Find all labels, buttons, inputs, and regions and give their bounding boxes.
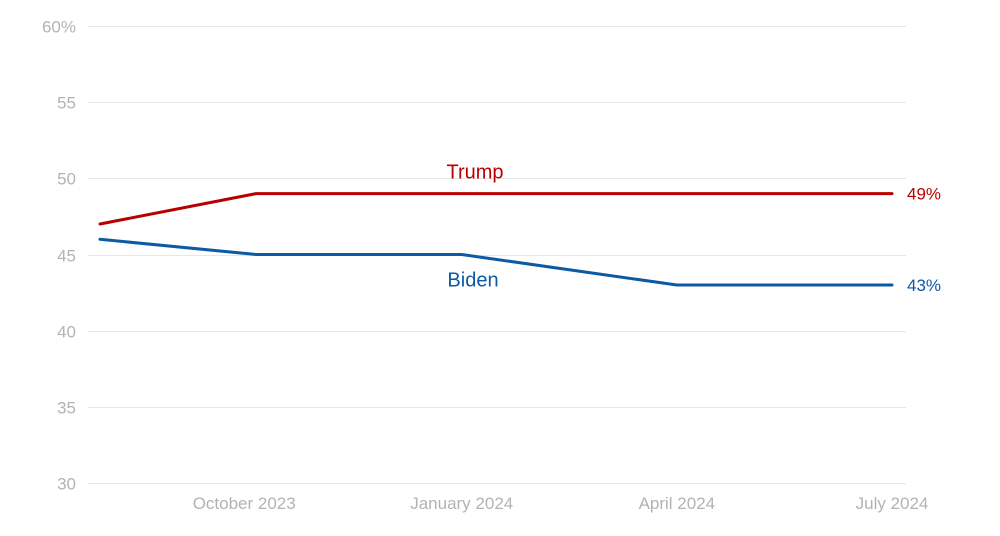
y-tick-label: 40	[57, 323, 76, 342]
x-tick-label: October 2023	[193, 494, 296, 513]
x-axis-ticks: October 2023 January 2024 April 2024 July 2…	[193, 494, 929, 513]
y-tick-label: 55	[57, 94, 76, 113]
y-axis-ticks: 30 35 40 45 50 55 60%	[42, 18, 76, 494]
biden-end-value-label: 43%	[907, 276, 941, 295]
y-tick-label: 50	[57, 170, 76, 189]
series-labels: Trump 49% Biden 43%	[446, 162, 941, 295]
biden-line	[98, 237, 894, 287]
y-tick-label: 35	[57, 399, 76, 418]
trump-end-value-label: 49%	[907, 185, 941, 204]
y-tick-label: 30	[57, 475, 76, 494]
x-tick-label: April 2024	[639, 494, 716, 513]
x-tick-label: January 2024	[410, 494, 513, 513]
trump-series-label: Trump	[446, 162, 503, 184]
y-tick-label: 60%	[42, 18, 76, 37]
y-tick-label: 45	[57, 247, 76, 266]
series-lines	[98, 192, 894, 287]
x-tick-label: July 2024	[856, 494, 929, 513]
gridlines	[88, 26, 906, 484]
trump-line	[98, 192, 894, 226]
biden-series-label: Biden	[447, 270, 498, 292]
